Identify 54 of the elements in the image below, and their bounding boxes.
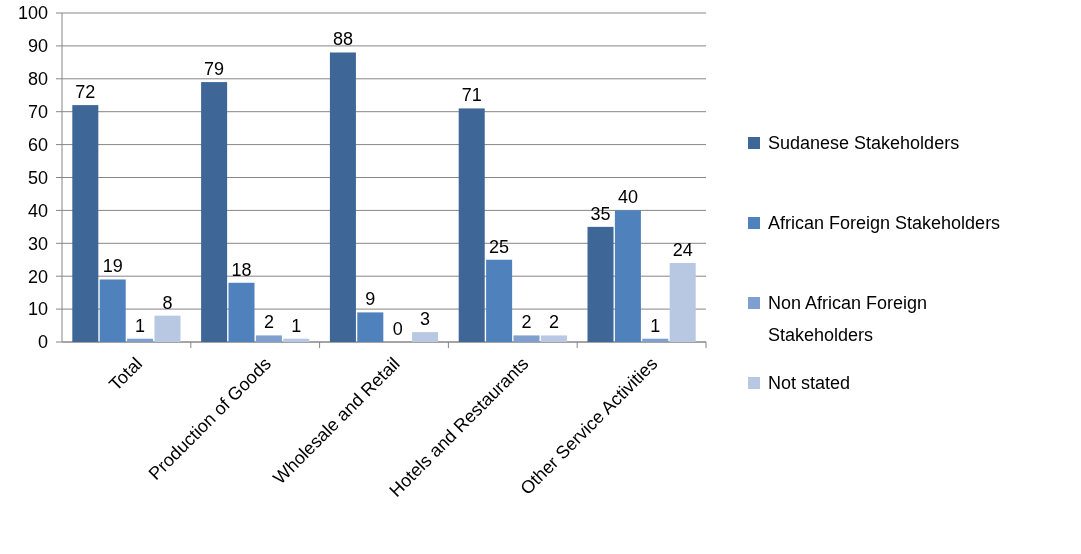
bar bbox=[283, 338, 310, 342]
bar bbox=[228, 282, 255, 342]
y-tick-label: 80 bbox=[27, 69, 48, 90]
y-tick-label: 10 bbox=[27, 299, 48, 320]
data-label: 40 bbox=[617, 187, 638, 208]
bar bbox=[255, 335, 282, 342]
data-label: 9 bbox=[365, 289, 376, 310]
y-tick-label: 100 bbox=[17, 3, 48, 24]
legend-label: Sudanese Stakeholders bbox=[768, 133, 960, 154]
bar bbox=[99, 279, 126, 342]
legend-label: African Foreign Stakeholders bbox=[768, 213, 1001, 234]
data-label: 1 bbox=[291, 315, 302, 336]
bar bbox=[614, 210, 641, 342]
y-tick-label: 30 bbox=[27, 233, 48, 254]
bar bbox=[486, 259, 513, 342]
data-label: 2 bbox=[548, 312, 559, 333]
data-label: 79 bbox=[204, 59, 225, 80]
data-label: 0 bbox=[392, 319, 403, 339]
legend-label: Not stated bbox=[768, 373, 851, 394]
y-tick-label: 90 bbox=[27, 36, 48, 57]
y-tick-label: 50 bbox=[27, 167, 48, 188]
data-label: 72 bbox=[75, 82, 96, 103]
y-tick-label: 60 bbox=[27, 134, 48, 155]
bar bbox=[412, 332, 439, 342]
bar bbox=[72, 105, 99, 342]
y-tick-label: 70 bbox=[27, 102, 48, 122]
data-label: 3 bbox=[420, 309, 431, 330]
data-label: 2 bbox=[521, 312, 532, 333]
data-label: 2 bbox=[263, 312, 274, 333]
y-tick-label: 0 bbox=[37, 332, 48, 353]
bar bbox=[513, 335, 540, 342]
bar bbox=[154, 315, 181, 342]
data-label: 18 bbox=[231, 259, 252, 280]
bar bbox=[540, 335, 567, 342]
bar bbox=[201, 82, 228, 342]
bar bbox=[329, 52, 356, 342]
data-label: 25 bbox=[489, 236, 510, 257]
data-label: 1 bbox=[650, 315, 661, 336]
bar bbox=[458, 108, 485, 342]
data-label: 88 bbox=[332, 29, 353, 50]
data-label: 19 bbox=[102, 256, 123, 277]
bar bbox=[357, 312, 384, 342]
data-label: 8 bbox=[162, 292, 173, 313]
bar bbox=[587, 226, 614, 342]
bar bbox=[669, 263, 696, 342]
data-label: 71 bbox=[461, 85, 482, 106]
data-label: 1 bbox=[135, 315, 146, 336]
y-tick-label: 20 bbox=[27, 266, 48, 287]
bar bbox=[642, 338, 669, 342]
bar bbox=[127, 338, 154, 342]
legend-label: Non African Foreign Stakeholders bbox=[768, 293, 928, 345]
data-label: 24 bbox=[672, 240, 693, 261]
y-tick-label: 40 bbox=[27, 200, 48, 221]
data-label: 35 bbox=[590, 203, 611, 224]
